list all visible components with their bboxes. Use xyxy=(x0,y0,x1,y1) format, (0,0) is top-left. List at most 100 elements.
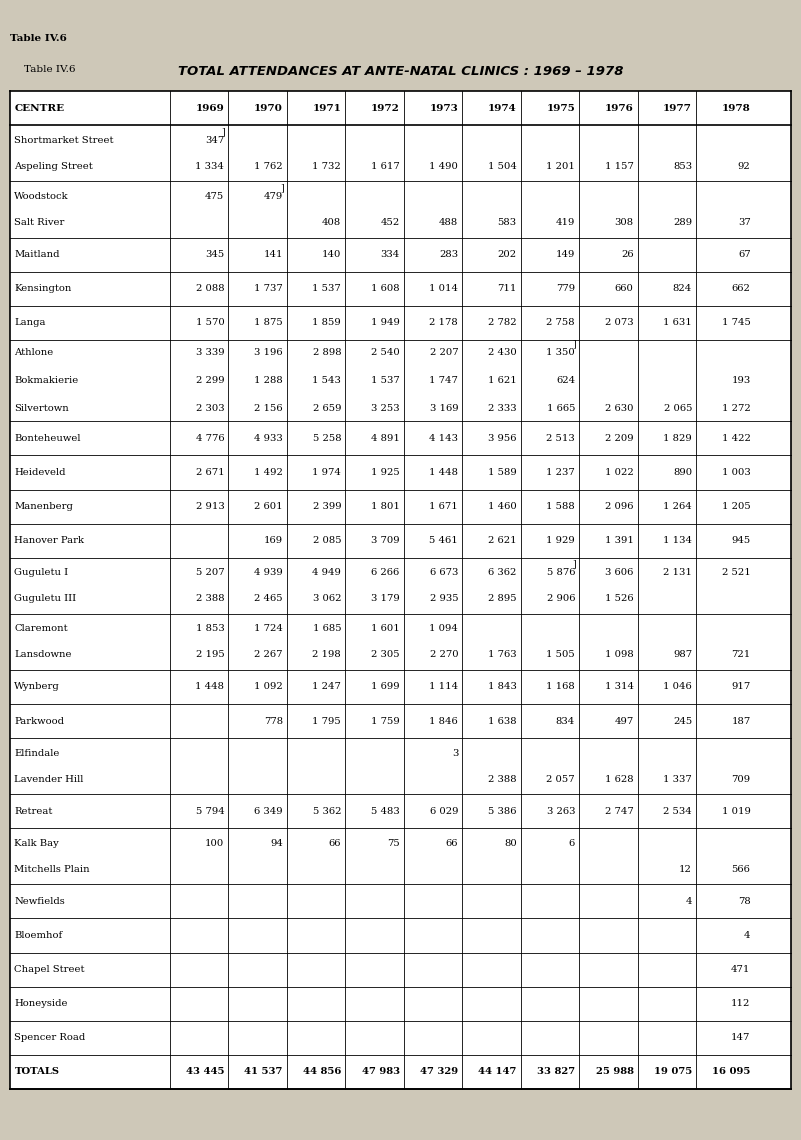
Text: Kensington: Kensington xyxy=(14,284,72,293)
Text: 2 465: 2 465 xyxy=(254,594,283,603)
Text: 12: 12 xyxy=(679,865,692,873)
Text: 1 732: 1 732 xyxy=(312,162,341,171)
Text: 778: 778 xyxy=(264,717,283,725)
Text: 945: 945 xyxy=(731,536,751,545)
Text: 1 490: 1 490 xyxy=(429,162,458,171)
Text: 987: 987 xyxy=(673,650,692,659)
Text: Elfindale: Elfindale xyxy=(14,749,60,758)
Text: 1 853: 1 853 xyxy=(195,625,224,634)
Text: 16 095: 16 095 xyxy=(712,1067,751,1076)
Text: 1 201: 1 201 xyxy=(546,162,575,171)
Text: 334: 334 xyxy=(380,250,400,259)
Text: ]: ] xyxy=(572,559,576,568)
Text: 75: 75 xyxy=(387,839,400,848)
Text: 2 305: 2 305 xyxy=(371,650,400,659)
Text: 1974: 1974 xyxy=(488,104,517,113)
Text: 6 673: 6 673 xyxy=(430,568,458,577)
Text: 1 589: 1 589 xyxy=(488,469,517,477)
Text: 6 266: 6 266 xyxy=(372,568,400,577)
Text: 2 065: 2 065 xyxy=(663,404,692,413)
Text: Spencer Road: Spencer Road xyxy=(14,1033,86,1042)
Text: 1 759: 1 759 xyxy=(371,717,400,725)
Text: CENTRE: CENTRE xyxy=(14,104,65,113)
Text: ]: ] xyxy=(221,127,225,136)
Text: 1 974: 1 974 xyxy=(312,469,341,477)
Text: 2 621: 2 621 xyxy=(488,536,517,545)
Text: Lavender Hill: Lavender Hill xyxy=(14,774,84,783)
Text: 6 029: 6 029 xyxy=(429,807,458,816)
Text: 1 601: 1 601 xyxy=(371,625,400,634)
Text: TOTAL ATTENDANCES AT ANTE-NATAL CLINICS : 1969 – 1978: TOTAL ATTENDANCES AT ANTE-NATAL CLINICS … xyxy=(178,65,623,78)
Text: 347: 347 xyxy=(205,136,224,145)
Text: 1 843: 1 843 xyxy=(488,683,517,692)
Text: 4 143: 4 143 xyxy=(429,434,458,443)
Text: 1 264: 1 264 xyxy=(663,502,692,511)
Text: 2 388: 2 388 xyxy=(488,774,517,783)
Text: 47 983: 47 983 xyxy=(361,1067,400,1076)
Text: 1 543: 1 543 xyxy=(312,376,341,385)
Text: 2 299: 2 299 xyxy=(195,376,224,385)
Text: 94: 94 xyxy=(270,839,283,848)
Text: 1976: 1976 xyxy=(605,104,634,113)
Text: 1 422: 1 422 xyxy=(722,434,751,443)
Text: 1969: 1969 xyxy=(195,104,224,113)
Text: 1 537: 1 537 xyxy=(371,376,400,385)
Text: 1 665: 1 665 xyxy=(546,404,575,413)
Text: 47 329: 47 329 xyxy=(420,1067,458,1076)
Text: 2 267: 2 267 xyxy=(254,650,283,659)
Text: 1 247: 1 247 xyxy=(312,683,341,692)
Text: 1973: 1973 xyxy=(429,104,458,113)
Text: 1 608: 1 608 xyxy=(371,284,400,293)
Text: 3 339: 3 339 xyxy=(195,349,224,357)
Text: Wynberg: Wynberg xyxy=(14,683,60,692)
Text: 1 114: 1 114 xyxy=(429,683,458,692)
Text: 1 747: 1 747 xyxy=(429,376,458,385)
Text: 1 628: 1 628 xyxy=(605,774,634,783)
Text: 3 253: 3 253 xyxy=(371,404,400,413)
Text: 4 949: 4 949 xyxy=(312,568,341,577)
Text: 624: 624 xyxy=(556,376,575,385)
Text: 308: 308 xyxy=(614,218,634,227)
Text: 1 492: 1 492 xyxy=(254,469,283,477)
Text: Lansdowne: Lansdowne xyxy=(14,650,72,659)
Text: 3 196: 3 196 xyxy=(254,349,283,357)
Text: 721: 721 xyxy=(731,650,751,659)
Text: 2 388: 2 388 xyxy=(195,594,224,603)
Text: 43 445: 43 445 xyxy=(186,1067,224,1076)
Text: 2 195: 2 195 xyxy=(195,650,224,659)
Text: 19 075: 19 075 xyxy=(654,1067,692,1076)
Text: Athlone: Athlone xyxy=(14,349,54,357)
Text: 408: 408 xyxy=(322,218,341,227)
Text: 2 198: 2 198 xyxy=(312,650,341,659)
Text: 141: 141 xyxy=(264,250,283,259)
Text: 583: 583 xyxy=(497,218,517,227)
Text: 1 762: 1 762 xyxy=(254,162,283,171)
Text: 3 062: 3 062 xyxy=(312,594,341,603)
Text: 834: 834 xyxy=(556,717,575,725)
Text: 2 270: 2 270 xyxy=(429,650,458,659)
Text: 1978: 1978 xyxy=(722,104,751,113)
Text: 1 350: 1 350 xyxy=(546,349,575,357)
Text: 1 272: 1 272 xyxy=(722,404,751,413)
Text: 3 179: 3 179 xyxy=(371,594,400,603)
Text: 4: 4 xyxy=(744,931,751,940)
Text: 1 699: 1 699 xyxy=(371,683,400,692)
Text: 1 795: 1 795 xyxy=(312,717,341,725)
Text: 1 134: 1 134 xyxy=(663,536,692,545)
Text: 4 891: 4 891 xyxy=(371,434,400,443)
Text: 662: 662 xyxy=(731,284,751,293)
Text: 1 448: 1 448 xyxy=(429,469,458,477)
Text: 1 631: 1 631 xyxy=(663,318,692,327)
Text: 2 601: 2 601 xyxy=(254,502,283,511)
Text: 1 314: 1 314 xyxy=(605,683,634,692)
Text: 1 949: 1 949 xyxy=(371,318,400,327)
Text: 2 333: 2 333 xyxy=(488,404,517,413)
Text: Langa: Langa xyxy=(14,318,46,327)
Text: 1 019: 1 019 xyxy=(722,807,751,816)
Text: 1 526: 1 526 xyxy=(605,594,634,603)
Text: 149: 149 xyxy=(556,250,575,259)
Text: 3: 3 xyxy=(452,749,458,758)
Text: 3 606: 3 606 xyxy=(606,568,634,577)
Text: 419: 419 xyxy=(556,218,575,227)
Text: Retreat: Retreat xyxy=(14,807,53,816)
